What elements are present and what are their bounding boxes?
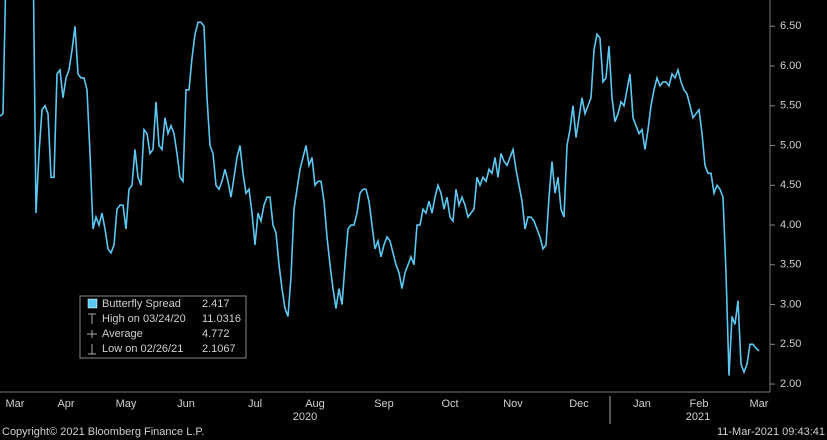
y-tick-label: 4.00 bbox=[780, 219, 801, 231]
footer: 11-Mar-2021 09:43:41 bbox=[717, 426, 825, 438]
footer: Copyright© 2021 Bloomberg Finance L.P. bbox=[2, 426, 204, 438]
series-line bbox=[0, 0, 760, 376]
x-tick-label: Jun bbox=[177, 398, 195, 410]
legend-swatch bbox=[87, 298, 98, 309]
y-tick-label: 3.50 bbox=[780, 259, 801, 271]
legend-value: 2.1067 bbox=[202, 343, 236, 355]
legend-label: Butterfly Spread bbox=[102, 298, 181, 310]
x-tick-label: Apr bbox=[57, 398, 74, 410]
x-tick-label: Dec bbox=[569, 398, 589, 410]
legend-value: 4.772 bbox=[202, 328, 230, 340]
x-tick-label: Nov bbox=[503, 398, 523, 410]
x-tick-label: Mar bbox=[750, 398, 769, 410]
x-tick-label: Oct bbox=[441, 398, 458, 410]
legend-label: High on 03/24/20 bbox=[102, 313, 186, 325]
y-tick-label: 2.50 bbox=[780, 338, 801, 350]
y-tick-label: 4.50 bbox=[780, 179, 801, 191]
x-tick-label: Feb bbox=[690, 398, 709, 410]
year-label: 2021 bbox=[686, 411, 710, 423]
legend-label: Average bbox=[102, 328, 143, 340]
y-tick-label: 5.00 bbox=[780, 139, 801, 151]
legend-box bbox=[79, 295, 247, 359]
x-tick-label: Jan bbox=[633, 398, 651, 410]
legend-value: 2.417 bbox=[202, 298, 230, 310]
y-tick-label: 3.00 bbox=[780, 298, 801, 310]
legend-value: 11.0316 bbox=[202, 313, 241, 325]
x-tick-label: Aug bbox=[305, 398, 325, 410]
y-tick-label: 6.50 bbox=[780, 20, 801, 32]
y-tick-label: 6.00 bbox=[780, 60, 801, 72]
y-tick-label: 2.00 bbox=[780, 378, 801, 390]
y-tick-label: 5.50 bbox=[780, 100, 801, 112]
x-tick-label: Jul bbox=[248, 398, 262, 410]
year-label: 2020 bbox=[293, 411, 317, 423]
x-tick-label: Mar bbox=[6, 398, 25, 410]
x-tick-label: May bbox=[116, 398, 137, 410]
legend-label: Low on 02/26/21 bbox=[102, 343, 183, 355]
x-tick-label: Sep bbox=[374, 398, 394, 410]
